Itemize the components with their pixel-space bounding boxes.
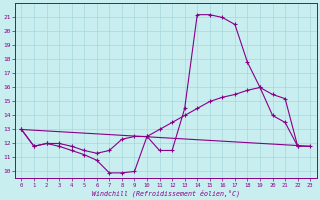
X-axis label: Windchill (Refroidissement éolien,°C): Windchill (Refroidissement éolien,°C) <box>92 189 240 197</box>
